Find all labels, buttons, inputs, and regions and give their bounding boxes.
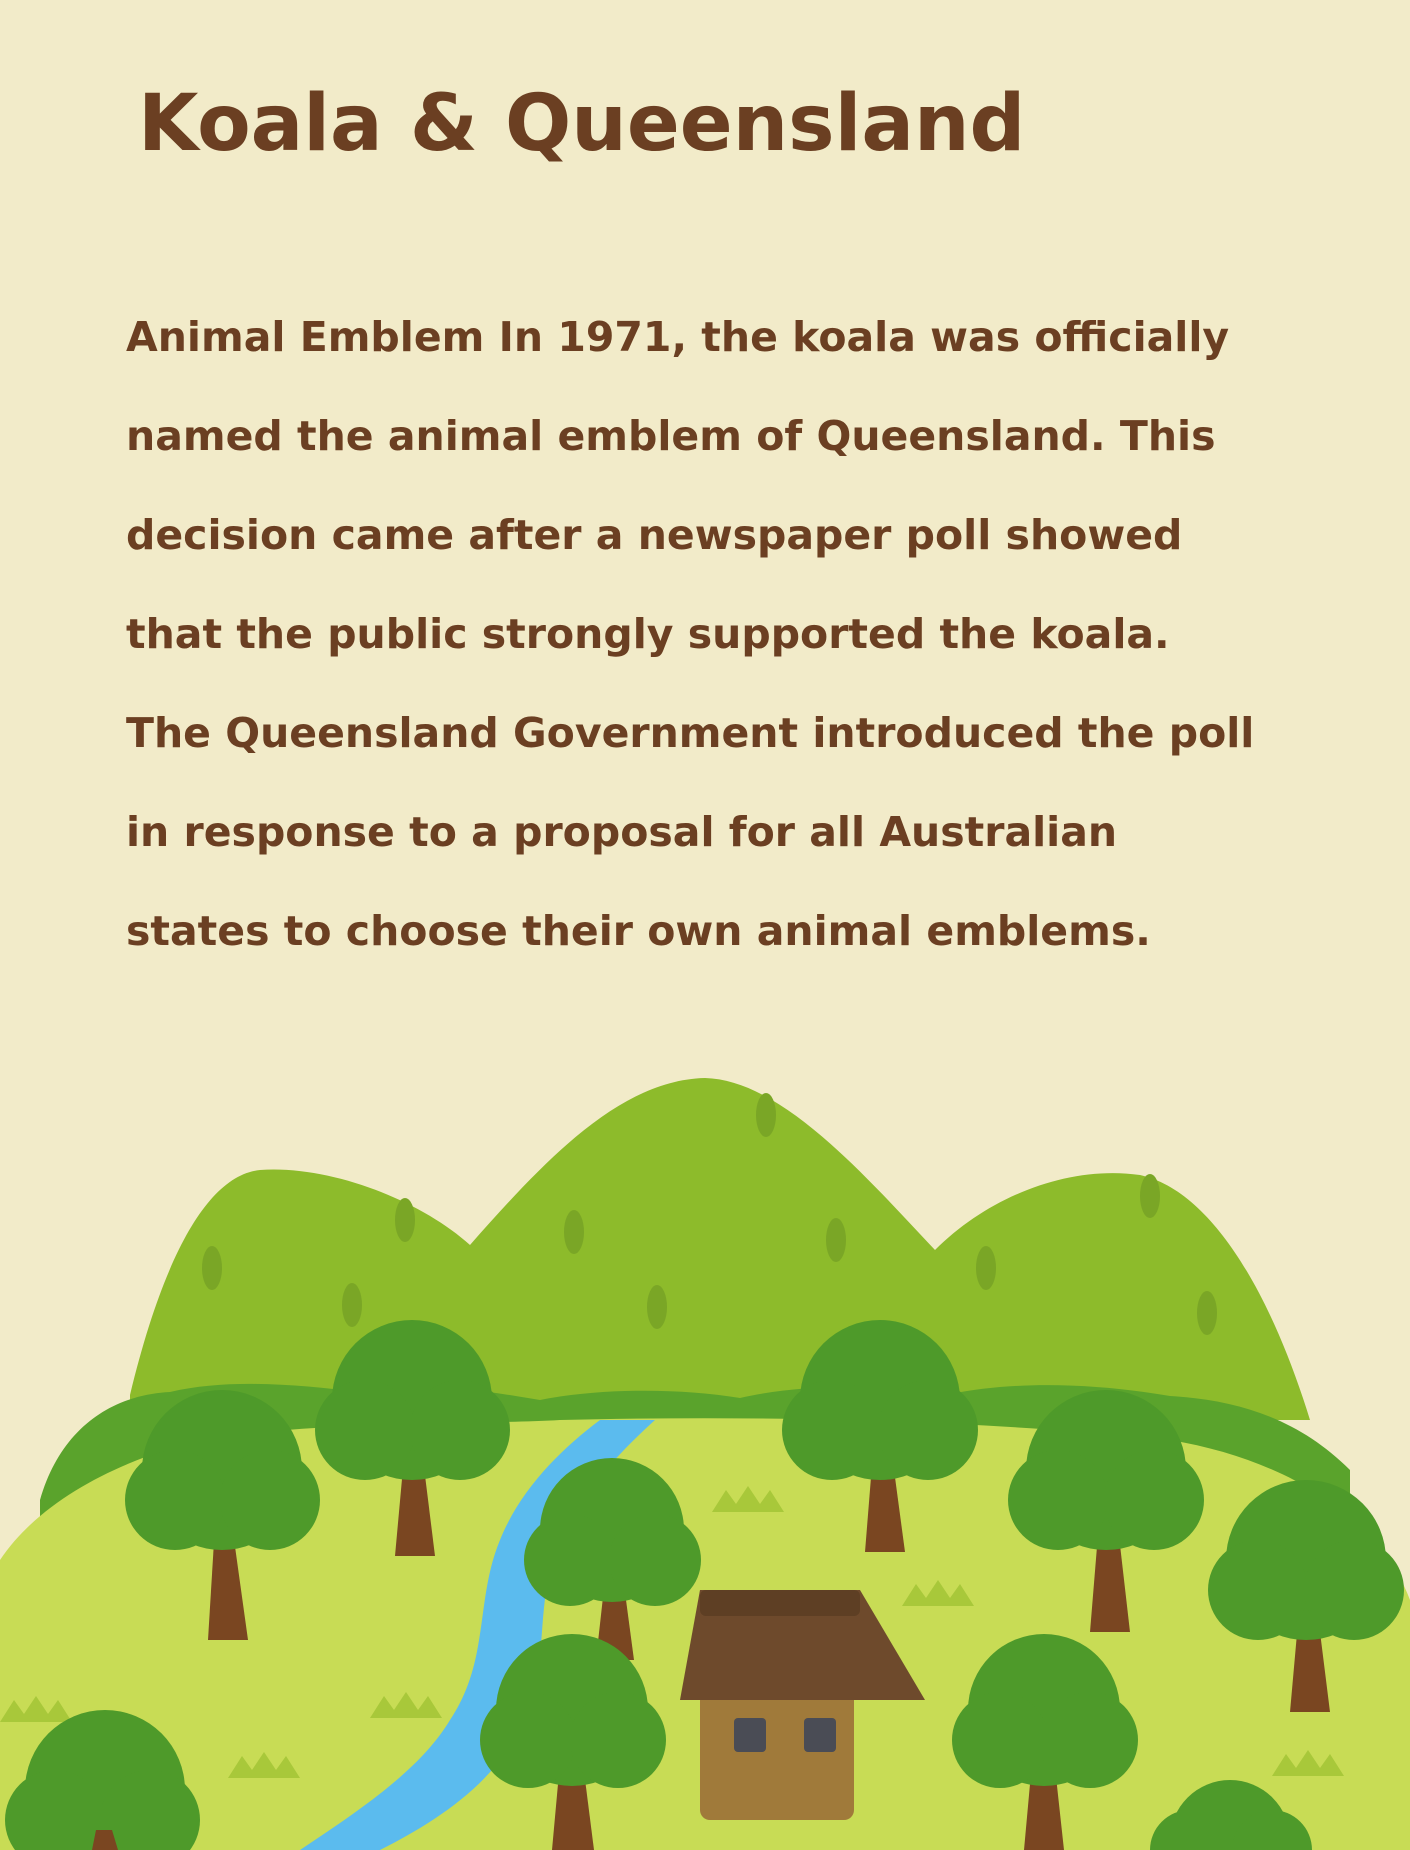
grass-tufts xyxy=(0,1486,1344,1778)
tree xyxy=(1208,1480,1404,1712)
paragraph-line: The Queensland Government introduced the… xyxy=(126,709,1255,757)
house xyxy=(680,1590,925,1820)
tree xyxy=(5,1710,200,1850)
tree xyxy=(315,1320,510,1556)
body-paragraph: Animal Emblem In 1971, the koala was off… xyxy=(126,288,1316,981)
mountain-spots xyxy=(202,1093,1217,1335)
paragraph-line: that the public strongly supported the k… xyxy=(126,610,1170,658)
paragraph-line: named the animal emblem of Queensland. T… xyxy=(126,412,1216,460)
tree xyxy=(1150,1780,1312,1850)
tree xyxy=(782,1320,978,1552)
tree xyxy=(480,1634,666,1850)
paragraph-line: Animal Emblem In 1971, the koala was off… xyxy=(126,313,1230,361)
page-title: Koala & Queensland xyxy=(138,79,1026,169)
tree xyxy=(524,1458,701,1660)
paragraph-line: decision came after a newspaper poll sho… xyxy=(126,511,1183,559)
tree xyxy=(1008,1390,1204,1632)
landscape-illustration xyxy=(0,1078,1410,1850)
paragraph-line: states to choose their own animal emblem… xyxy=(126,907,1151,955)
tree xyxy=(952,1634,1138,1850)
mountains xyxy=(130,1078,1310,1420)
tree xyxy=(125,1390,320,1640)
paragraph-line: in response to a proposal for all Austra… xyxy=(126,808,1118,856)
